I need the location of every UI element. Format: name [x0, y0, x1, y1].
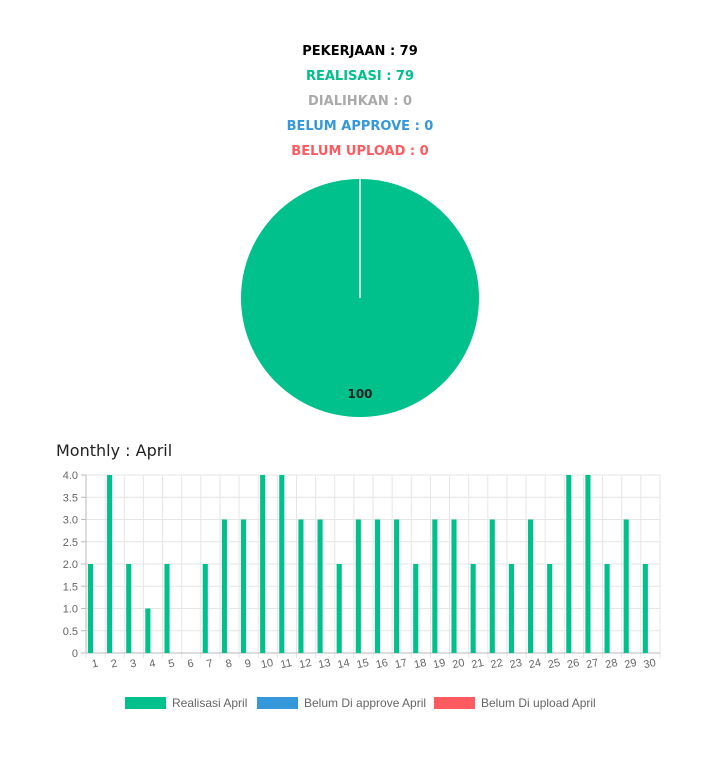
- bar-realisasi-april-9[interactable]: [240, 519, 247, 654]
- x-tick-label: 4: [148, 658, 156, 671]
- bar-realisasi-april-10[interactable]: [260, 475, 266, 653]
- bar-realisasi-april-24[interactable]: [527, 519, 534, 654]
- y-tick-label: 0: [72, 648, 78, 660]
- chart-legend: Realisasi April Belum Di approve April B…: [0, 695, 720, 711]
- bar-realisasi-april-23[interactable]: [508, 564, 514, 653]
- bar-realisasi-april-29[interactable]: [623, 519, 629, 654]
- belum-upload-total: BELUM UPLOAD : 0: [291, 144, 429, 159]
- x-tick-label: 23: [509, 657, 523, 671]
- legend-swatch-realisasi: [125, 697, 166, 709]
- legend-swatch-belum-upload: [434, 697, 475, 709]
- bar-realisasi-april-30[interactable]: [642, 564, 648, 653]
- x-tick-label: 25: [547, 657, 561, 671]
- x-tick-label: 7: [205, 658, 213, 671]
- x-tick-label: 2: [110, 658, 118, 671]
- x-tick-label: 13: [317, 657, 331, 671]
- x-tick-label: 27: [585, 657, 599, 671]
- x-tick-label: 16: [375, 657, 389, 671]
- monthly-chart-title: Monthly : April: [56, 441, 173, 460]
- y-tick-label: 4.0: [63, 470, 78, 482]
- x-tick-label: 28: [604, 657, 618, 671]
- y-tick-label: 2.0: [63, 559, 78, 571]
- pekerjaan-total: PEKERJAAN : 79: [302, 44, 418, 59]
- y-tick-label: 0.5: [63, 626, 78, 638]
- x-tick-label: 17: [394, 657, 408, 671]
- y-tick-label: 3.0: [63, 515, 78, 527]
- x-tick-label: 24: [528, 657, 542, 671]
- bar-realisasi-april-4[interactable]: [145, 608, 151, 654]
- dialihkan-total: DIALIHKAN : 0: [308, 94, 412, 109]
- bar-realisasi-april-19[interactable]: [432, 519, 438, 654]
- bar-realisasi-april-11[interactable]: [279, 475, 285, 653]
- x-tick-label: 18: [413, 657, 427, 671]
- monthly-bar-chart: 00.51.01.52.02.53.03.54.01 2 3 4 5 6 7 8 9 10 11 12…: [63, 470, 661, 671]
- bar-realisasi-april-21[interactable]: [470, 564, 476, 653]
- x-tick-label: 9: [244, 658, 252, 671]
- bar-realisasi-april-22[interactable]: [489, 519, 495, 654]
- realisasi-total: REALISASI : 79: [305, 69, 415, 84]
- x-tick-label: 11: [279, 657, 293, 671]
- x-tick-label: 26: [566, 657, 580, 671]
- x-tick-label: 22: [490, 657, 504, 671]
- bar-realisasi-april-14[interactable]: [336, 564, 342, 653]
- x-tick-label: 15: [356, 657, 370, 671]
- x-tick-label: 20: [451, 657, 465, 671]
- belum-approve-total: BELUM APPROVE : 0: [286, 119, 434, 134]
- bar-realisasi-april-13[interactable]: [317, 519, 323, 654]
- legend-label-belum-approve: Belum Di approve April: [304, 696, 427, 710]
- bar-realisasi-april-2[interactable]: [107, 475, 113, 653]
- x-tick-label: 6: [186, 658, 194, 671]
- bar-realisasi-april-26[interactable]: [566, 475, 572, 653]
- bar-realisasi-april-27[interactable]: [585, 475, 591, 653]
- bar-realisasi-april-1[interactable]: [87, 564, 94, 653]
- bar-realisasi-april-8[interactable]: [221, 519, 227, 654]
- pie-data-label: 100: [347, 387, 372, 401]
- bar-realisasi-april-7[interactable]: [202, 564, 208, 653]
- bar-realisasi-april-16[interactable]: [374, 519, 381, 654]
- pie-chart: 100: [241, 179, 479, 417]
- x-tick-label: 21: [470, 657, 484, 671]
- y-tick-label: 2.5: [63, 537, 78, 549]
- bar-realisasi-april-12[interactable]: [298, 519, 304, 654]
- legend-label-realisasi: Realisasi April: [172, 696, 248, 710]
- x-tick-label: 10: [260, 657, 274, 671]
- bar-realisasi-april-28[interactable]: [604, 564, 610, 653]
- bar-realisasi-april-15[interactable]: [355, 519, 361, 654]
- x-tick-label: 30: [643, 657, 657, 671]
- bar-realisasi-april-25[interactable]: [547, 564, 553, 653]
- bar-realisasi-april-3[interactable]: [126, 564, 132, 653]
- x-tick-label: 14: [336, 657, 350, 671]
- x-tick-label: 3: [129, 658, 137, 671]
- y-tick-label: 3.5: [63, 492, 78, 504]
- x-tick-label: 5: [167, 658, 175, 671]
- legend-swatch-belum-approve: [257, 697, 298, 709]
- x-tick-label: 12: [298, 657, 312, 671]
- bar-realisasi-april-18[interactable]: [413, 564, 419, 653]
- x-tick-label: 29: [623, 657, 637, 671]
- legend-label-belum-upload: Belum Di upload April: [481, 696, 596, 710]
- x-tick-label: 8: [225, 658, 233, 671]
- bar-realisasi-april-20[interactable]: [451, 519, 457, 654]
- y-tick-label: 1.5: [63, 581, 78, 593]
- bar-realisasi-april-17[interactable]: [394, 519, 400, 654]
- x-tick-label: 1: [91, 658, 99, 671]
- bar-realisasi-april-5[interactable]: [164, 564, 170, 653]
- y-tick-label: 1.0: [63, 604, 78, 616]
- x-tick-label: 19: [432, 657, 446, 671]
